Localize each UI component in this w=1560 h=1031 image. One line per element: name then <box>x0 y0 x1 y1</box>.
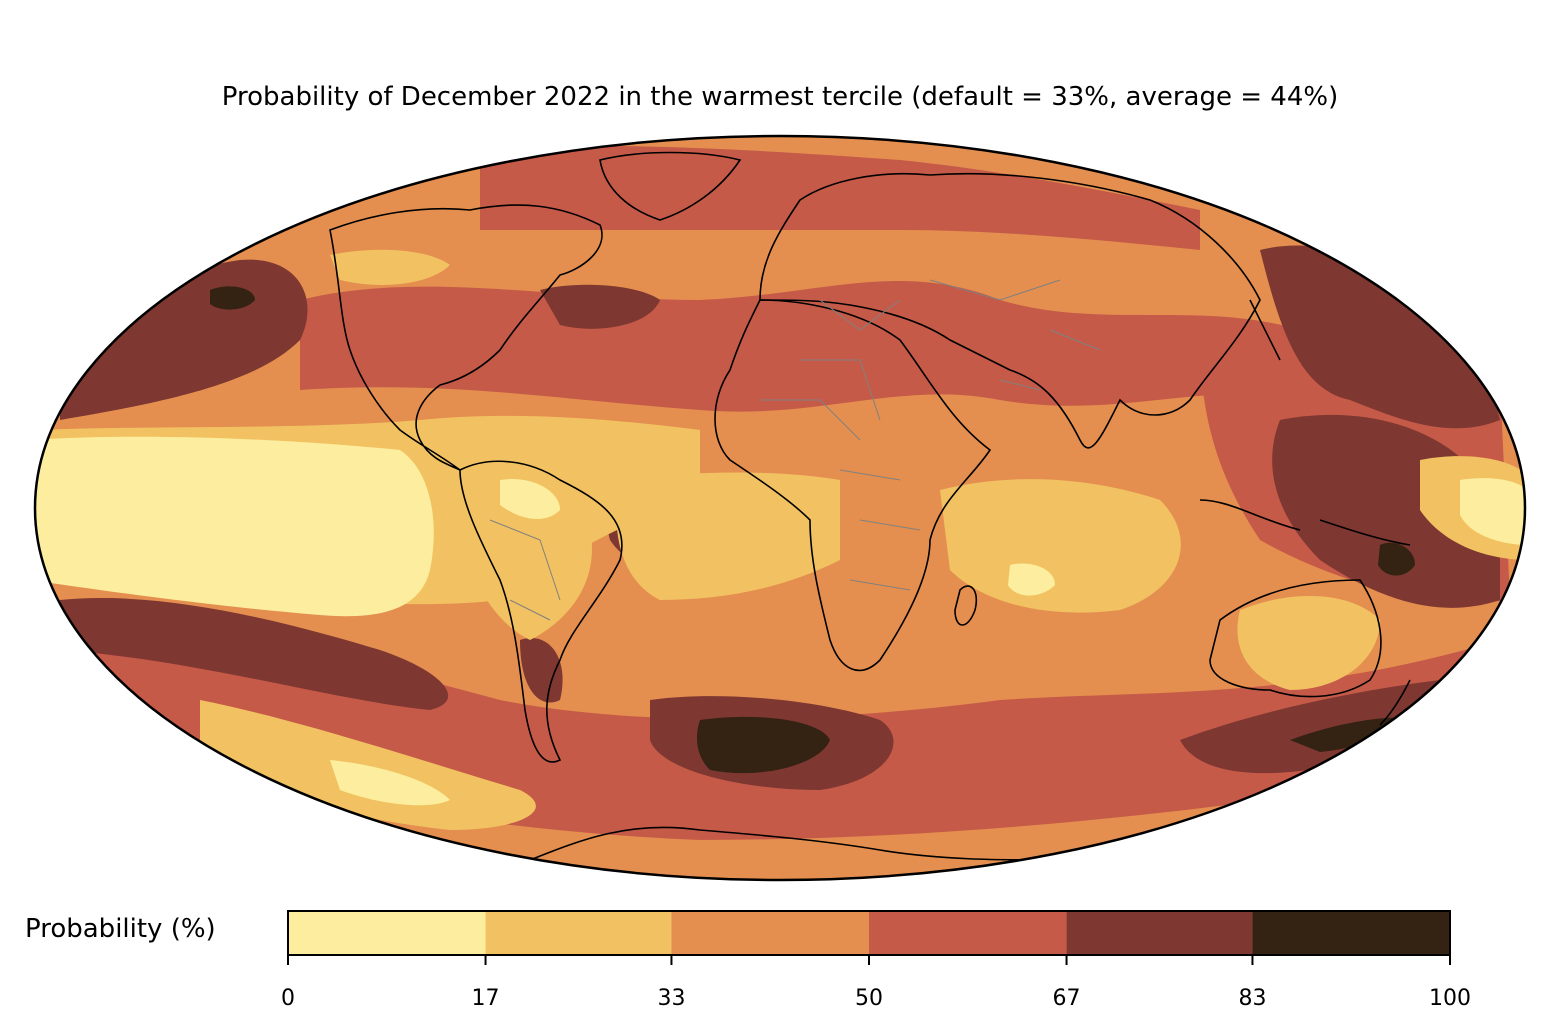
north-pacific-darkest <box>210 286 255 310</box>
coast-north-america <box>329 204 603 471</box>
maritime-darkest <box>1378 542 1415 576</box>
south-america-light <box>450 477 592 640</box>
indian-lightest <box>1008 563 1055 596</box>
east-pacific-lightest <box>1460 478 1525 545</box>
south-indian-darkest <box>1290 717 1410 752</box>
coast-antarctica <box>529 826 1051 861</box>
colorbar-tick-label: 17 <box>471 986 500 1011</box>
south-atlantic-darkest <box>697 716 830 774</box>
south-atlantic-light <box>616 472 840 600</box>
coast-greenland <box>599 151 742 221</box>
coastlines <box>329 151 1411 861</box>
colorbar-tick-label: 0 <box>281 986 295 1011</box>
colorbar-label: Probability (%) <box>25 914 216 944</box>
colorbar-segment <box>1066 911 1253 955</box>
argentina-dark <box>520 638 563 703</box>
coast-indonesia <box>1199 499 1411 546</box>
coast-eurasia <box>759 172 1261 449</box>
colorbar-segment <box>1252 911 1450 955</box>
country-borders <box>489 279 1101 621</box>
australia-light <box>1237 596 1380 690</box>
colorbar-tick-label: 83 <box>1238 986 1267 1011</box>
coast-africa <box>714 299 992 672</box>
colorbar-tick-label: 67 <box>1052 986 1081 1011</box>
indian-ocean-light <box>940 479 1181 613</box>
arctic-red <box>480 145 1200 250</box>
south-pacific-light <box>200 700 536 830</box>
coast-new-zealand <box>1379 679 1411 726</box>
colorbar-tick-label: 100 <box>1429 986 1471 1011</box>
colorbar-tick-label: 33 <box>657 986 686 1011</box>
map-title: Probability of December 2022 in the warm… <box>221 82 1339 112</box>
coast-japan <box>1249 299 1281 361</box>
west-pacific-dark <box>1260 245 1500 429</box>
colorbar-tick-label: 50 <box>855 986 883 1011</box>
coast-madagascar <box>954 585 978 626</box>
colorbar-segment <box>671 911 869 955</box>
south-pacific-dark <box>60 598 449 710</box>
coast-australia <box>1209 579 1382 698</box>
colorbar <box>287 910 1451 965</box>
south-pacific-lightest <box>330 760 450 806</box>
colorbar-segment <box>288 911 486 955</box>
tropical-pacific-lightest <box>35 436 434 617</box>
north-atlantic-dark <box>540 284 660 329</box>
north-light-patches <box>330 249 450 285</box>
globe-outline <box>33 134 1527 882</box>
band-north-red <box>300 281 1300 412</box>
amazon-lightest <box>500 479 560 520</box>
probability-field <box>35 136 1525 880</box>
colorbar-segment <box>485 911 672 955</box>
coast-south-america <box>459 460 623 763</box>
colorbar-segment <box>869 911 1067 955</box>
